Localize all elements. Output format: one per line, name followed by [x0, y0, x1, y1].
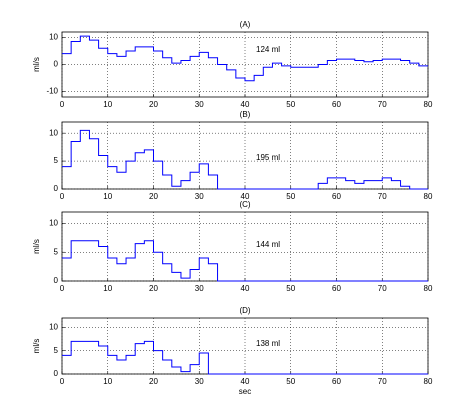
panel-title: (C) [239, 200, 250, 209]
x-tick-label: 0 [60, 377, 65, 386]
x-tick-label: 50 [286, 100, 295, 109]
x-tick-label: 80 [424, 100, 433, 109]
annotation: 124 ml [256, 45, 280, 54]
x-tick-label: 70 [378, 377, 387, 386]
step-line [62, 35, 428, 82]
x-tick-label: 10 [103, 100, 112, 109]
x-tick-label: 0 [60, 100, 65, 109]
y-tick-label: 10 [49, 219, 58, 228]
axes-frame [61, 211, 429, 282]
x-tick-label: 30 [195, 284, 204, 293]
x-tick-label: 30 [195, 100, 204, 109]
x-tick-label: 0 [60, 284, 65, 293]
x-tick-label: 50 [286, 377, 295, 386]
y-tick-label: 5 [54, 156, 59, 165]
x-tick-label: 40 [241, 100, 250, 109]
x-tick-label: 60 [332, 100, 341, 109]
step-line [62, 240, 428, 282]
annotation: 138 ml [256, 339, 280, 348]
x-tick-label: 10 [103, 192, 112, 201]
y-axis-label: ml/s [32, 339, 41, 354]
y-tick-label: 0 [54, 60, 59, 69]
x-tick-label: 30 [195, 192, 204, 201]
y-tick-label: 5 [54, 346, 59, 355]
x-tick-label: 0 [60, 192, 65, 201]
step-line [62, 340, 428, 375]
x-tick-label: 10 [103, 284, 112, 293]
x-tick-label: 20 [149, 100, 158, 109]
y-tick-label: 10 [49, 322, 58, 331]
x-tick-label: 60 [332, 284, 341, 293]
panel-title: (D) [239, 306, 250, 315]
x-tick-label: 50 [286, 192, 295, 201]
x-tick-label: 50 [286, 284, 295, 293]
x-tick-label: 20 [149, 377, 158, 386]
x-axis-label: sec [239, 387, 251, 396]
x-tick-label: 40 [241, 377, 250, 386]
x-tick-label: 40 [241, 284, 250, 293]
x-tick-label: 70 [378, 100, 387, 109]
x-tick-label: 70 [378, 192, 387, 201]
y-tick-label: -10 [46, 87, 58, 96]
x-tick-label: 80 [424, 284, 433, 293]
x-tick-label: 80 [424, 192, 433, 201]
x-tick-label: 80 [424, 377, 433, 386]
annotation: 144 ml [256, 240, 280, 249]
step-line [62, 129, 428, 190]
x-tick-label: 60 [332, 192, 341, 201]
y-tick-label: 0 [54, 276, 59, 285]
y-axis-label: ml/s [32, 239, 41, 254]
x-tick-label: 30 [195, 377, 204, 386]
x-tick-label: 20 [149, 192, 158, 201]
x-tick-label: 70 [378, 284, 387, 293]
panel-title: (B) [240, 110, 251, 119]
y-tick-label: 10 [49, 128, 58, 137]
x-tick-label: 20 [149, 284, 158, 293]
y-tick-label: 5 [54, 247, 59, 256]
y-axis-label: ml/s [32, 57, 41, 72]
y-tick-label: 10 [49, 33, 58, 42]
x-tick-label: 60 [332, 377, 341, 386]
annotation: 195 ml [256, 153, 280, 162]
y-tick-label: 0 [54, 369, 59, 378]
x-tick-label: 40 [241, 192, 250, 201]
y-tick-label: 0 [54, 184, 59, 193]
panel-title: (A) [240, 20, 251, 29]
x-tick-label: 10 [103, 377, 112, 386]
